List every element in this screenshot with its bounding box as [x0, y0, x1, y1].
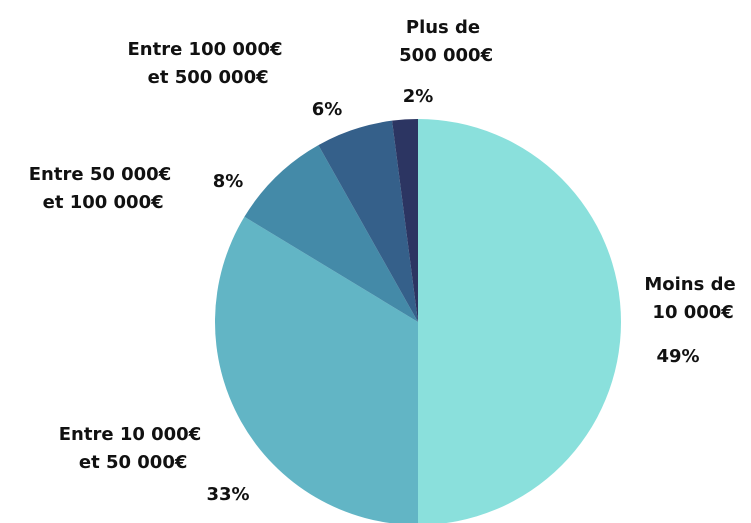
pie-slice [318, 120, 418, 322]
pie-slice [215, 216, 418, 523]
label-line: et 500 000€ [141, 67, 268, 88]
slice-label: Entre 50 000€ et 100 000€ [29, 164, 171, 213]
value-label: 2% [403, 86, 434, 107]
value-label: 6% [312, 99, 343, 120]
label-line: Plus de [406, 17, 480, 38]
label-line: Entre 50 000€ [29, 164, 171, 185]
pie-slice [392, 119, 418, 322]
slice-label: Entre 10 000€ et 50 000€ [59, 424, 201, 473]
slice-label: Entre 100 000€ et 500 000€ [127, 39, 282, 88]
label-line: Entre 100 000€ [127, 39, 282, 60]
slice-label: Plus de 500 000€ [393, 17, 493, 66]
label-line: Entre 10 000€ [59, 424, 201, 445]
slice-label: Moins de 10 000€ [644, 274, 735, 323]
value-label: 33% [206, 484, 249, 505]
label-line: 10 000€ [646, 302, 734, 323]
label-line: et 100 000€ [36, 192, 163, 213]
value-label: 49% [656, 346, 699, 367]
label-line: et 50 000€ [73, 452, 188, 473]
value-label: 8% [213, 171, 244, 192]
label-line: 500 000€ [393, 45, 493, 66]
pie-slice [418, 119, 621, 523]
label-line: Moins de [644, 274, 735, 295]
pie-slice [244, 145, 418, 322]
